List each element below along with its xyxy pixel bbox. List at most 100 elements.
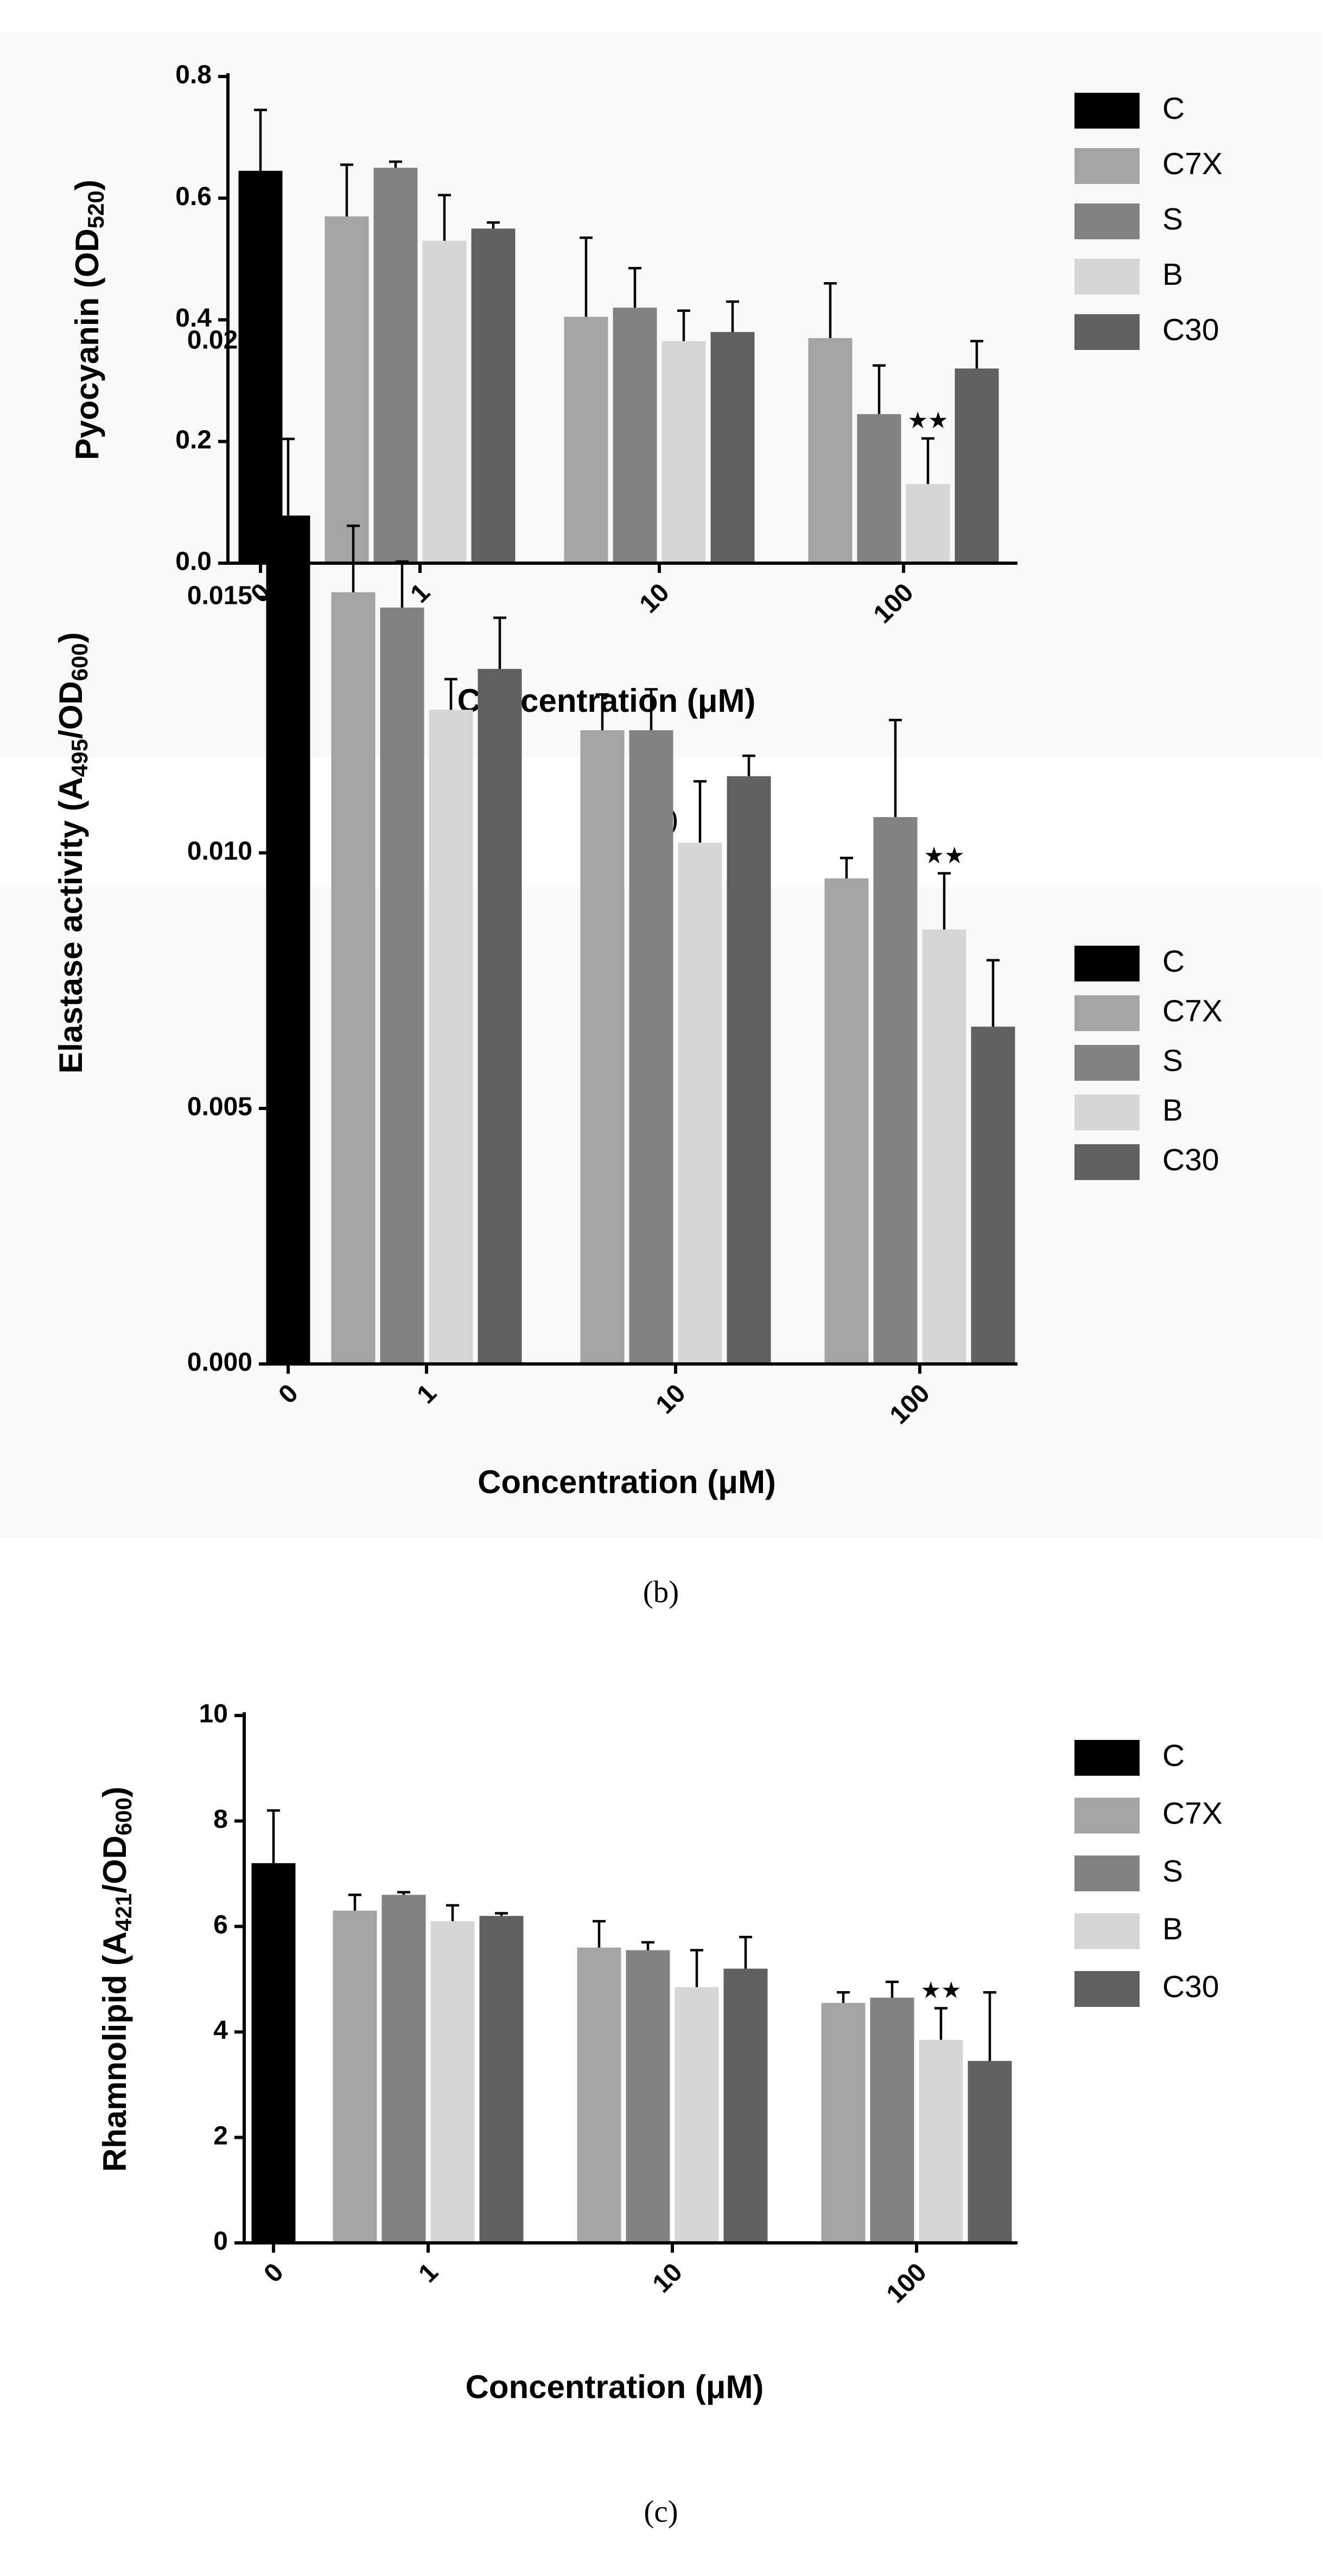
error-bar — [690, 1949, 703, 1987]
bar — [710, 331, 755, 564]
error-bar — [937, 872, 951, 930]
y-axis-title-part: Elastase activity (A — [53, 777, 89, 1074]
error-bar — [446, 1904, 459, 1922]
legend-swatch — [1074, 1144, 1140, 1180]
error-bar — [340, 163, 353, 216]
error-bar — [486, 221, 500, 229]
legend-swatch — [1074, 259, 1140, 295]
legend-swatch — [1074, 1797, 1140, 1834]
legend-label: C — [1162, 1738, 1185, 1773]
bar — [429, 710, 473, 1364]
legend-label: C30 — [1162, 1143, 1219, 1177]
bar — [478, 668, 522, 1364]
y-axis-title: Pyocyanin (OD520) — [69, 180, 109, 460]
y-tick-label: 0 — [213, 2227, 228, 2256]
bar — [331, 592, 376, 1364]
legend-swatch — [1074, 1971, 1140, 2007]
legend-label: C30 — [1162, 313, 1219, 347]
y-tick-label: 8 — [213, 1805, 228, 1834]
error-bar — [579, 236, 593, 317]
error-bar — [739, 1935, 752, 1969]
y-axis-title-subscript: 421 — [111, 1893, 136, 1931]
y-tick-label: 4 — [213, 2016, 228, 2045]
error-bar — [888, 718, 902, 818]
y-tick-label: 0.6 — [175, 182, 212, 211]
legend-swatch — [1074, 1855, 1140, 1891]
error-bar — [444, 678, 457, 710]
y-tick-label: 10 — [199, 1700, 228, 1729]
y-axis-title-part: /OD — [53, 681, 89, 739]
legend-label: B — [1162, 1093, 1183, 1128]
y-axis-title-part: ) — [97, 1787, 133, 1797]
panel — [0, 33, 1322, 757]
bar — [373, 168, 418, 564]
bar — [325, 216, 369, 564]
x-tick-label: 100 — [881, 2258, 932, 2309]
bar — [577, 1947, 621, 2243]
bar — [662, 341, 706, 564]
error-bar — [970, 340, 983, 369]
legend-swatch — [1074, 148, 1140, 184]
y-tick-label: 0.0 — [175, 547, 212, 576]
y-axis-title-subscript: 520 — [83, 190, 109, 228]
y-axis-title-part: /OD — [97, 1835, 133, 1893]
error-bar — [742, 754, 755, 776]
bar — [971, 1026, 1015, 1364]
error-bar — [346, 524, 360, 592]
bar — [857, 414, 901, 564]
error-bar — [281, 437, 295, 516]
bar — [919, 2039, 963, 2243]
legend-swatch — [1074, 1044, 1140, 1081]
x-tick-label: 10 — [647, 2258, 688, 2298]
bar — [727, 776, 771, 1364]
legend-swatch — [1074, 1913, 1140, 1949]
error-bar — [693, 780, 707, 843]
legend-swatch — [1074, 93, 1140, 129]
legend-label: B — [1162, 257, 1183, 292]
error-bar — [628, 266, 641, 308]
bar — [422, 240, 467, 564]
x-tick-label: 0 — [258, 2258, 289, 2288]
y-axis-title-part: Rhamnolipid (A — [97, 1931, 133, 2172]
error-bar — [397, 1891, 410, 1895]
bar — [333, 1910, 377, 2243]
bar — [675, 1987, 719, 2243]
legend-label: S — [1162, 1854, 1183, 1889]
legend-label: C7X — [1162, 994, 1223, 1029]
error-bar — [266, 1809, 280, 1864]
legend-label: C — [1162, 944, 1185, 979]
bar — [580, 730, 625, 1364]
error-bar — [644, 688, 658, 730]
bar — [723, 1968, 768, 2243]
bar — [968, 2061, 1012, 2243]
legend-label: S — [1162, 202, 1183, 237]
significance-label: ★★ — [907, 407, 948, 433]
error-bar — [986, 959, 1000, 1027]
y-axis-title: Rhamnolipid (A421/OD600) — [97, 1787, 136, 2172]
error-bar — [592, 1920, 606, 1948]
bar — [808, 338, 853, 564]
bar — [251, 1863, 296, 2243]
legend-swatch — [1074, 203, 1140, 240]
error-bar — [885, 1980, 899, 1998]
bar — [266, 515, 310, 1364]
error-bar — [493, 616, 506, 669]
legend-swatch — [1074, 995, 1140, 1031]
bar — [873, 817, 918, 1364]
legend-swatch — [1074, 945, 1140, 981]
y-tick-label: 0.015 — [187, 582, 252, 610]
error-bar — [836, 1991, 850, 2003]
y-axis-title-part: ) — [53, 632, 89, 643]
error-bar — [726, 300, 739, 332]
y-tick-label: 0.005 — [187, 1093, 252, 1121]
bar — [380, 607, 424, 1364]
bar — [678, 843, 722, 1364]
y-tick-label: 0.000 — [187, 1348, 252, 1377]
bar — [906, 484, 950, 564]
legend-swatch — [1074, 1739, 1140, 1776]
legend-label: C7X — [1162, 146, 1223, 181]
y-axis-title-subscript: 600 — [111, 1797, 136, 1835]
significance-label: ★★ — [924, 843, 964, 868]
error-bar — [595, 693, 609, 730]
